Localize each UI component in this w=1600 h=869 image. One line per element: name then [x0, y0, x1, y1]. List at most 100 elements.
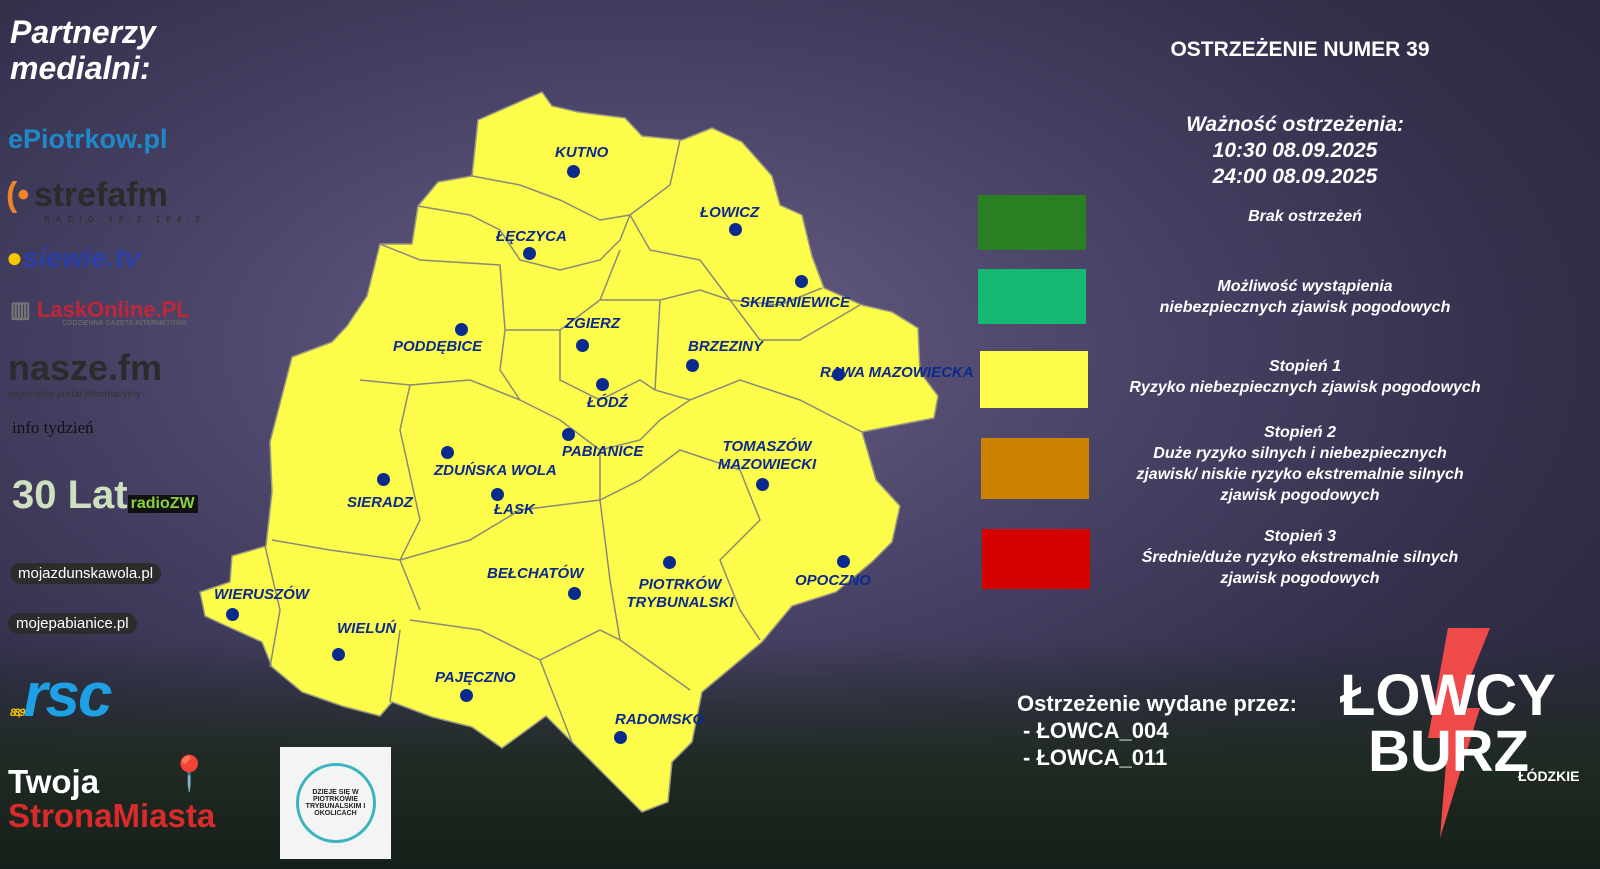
county-dot — [460, 689, 473, 702]
county-pabianice: PABIANICE — [562, 443, 644, 460]
legend-text-level1: Stopień 1 Ryzyko niebezpiecznych zjawisk … — [1090, 356, 1520, 398]
logo-siewie[interactable]: ●siewie.tv — [6, 242, 140, 274]
county-brzeziny: BRZEZINY — [688, 338, 763, 355]
county-dot — [491, 488, 504, 501]
logo-strefafm[interactable]: (• strefafm RADIO 98,2 104,2 — [6, 176, 206, 224]
brand-line1: ŁOWCY — [1340, 663, 1556, 728]
county-radomsko: RADOMSKO — [615, 711, 705, 728]
legend-text-level2: Stopień 2 Duże ryzyko silnych i niebezpie… — [1130, 422, 1470, 506]
partners-title-2: medialni: — [10, 50, 151, 86]
background-ground — [0, 639, 1600, 869]
county-dot — [837, 555, 850, 568]
validity-to: 24:00 08.09.2025 — [1212, 165, 1378, 188]
county-dot — [756, 478, 769, 491]
region-outline — [199, 91, 939, 813]
legend-swatch-level1 — [980, 351, 1088, 408]
county-lowicz: ŁOWICZ — [700, 204, 760, 221]
validity-from: 10:30 08.09.2025 — [1212, 139, 1378, 162]
county-dot — [576, 339, 589, 352]
county-dot — [455, 323, 468, 336]
logo-siewie-text: siewie.tv — [22, 242, 140, 273]
county-dot — [795, 275, 808, 288]
logo-naszefm-sub: regionalny portal informacyjny — [8, 389, 141, 400]
county-belchatow: BEŁCHATÓW — [487, 565, 584, 582]
county-dot — [441, 446, 454, 459]
issued-label: Ostrzeżenie wydane przez: — [1017, 691, 1297, 716]
logo-mojazdunskawola[interactable]: mojazdunskawola.pl — [10, 563, 162, 584]
county-dot — [729, 223, 742, 236]
county-lodz: ŁÓDŹ — [587, 394, 628, 411]
county-dot — [226, 608, 239, 621]
logo-tsm-line1: Twoja — [8, 763, 100, 800]
buildings-icon: ▥ — [10, 297, 37, 322]
county-dot — [832, 368, 845, 381]
legend-swatch-none — [978, 195, 1086, 250]
logo-radiozw-text: radioZW — [127, 495, 198, 513]
legend-desc: Średnie/duże ryzyko ekstremalnie silnych… — [1141, 549, 1459, 587]
logo-dziejesie[interactable]: DZIEJE SIĘ W PIOTRKOWIE TRYBUNALSKIM I O… — [280, 747, 391, 859]
logo-rsc-text: rsc — [23, 661, 112, 730]
logo-epiotrkow-text: ePiotrkow.pl — [8, 124, 168, 154]
county-dot — [523, 247, 536, 260]
logo-infotydzien-text: info tydzień — [12, 418, 94, 437]
legend-label: Stopień 3 — [1263, 528, 1336, 545]
logo-radiozw[interactable]: 30 Lat radioZW — [12, 473, 198, 518]
county-tomaszow: TOMASZÓW MAZOWIECKI — [717, 438, 817, 473]
logo-epiotrkow[interactable]: ePiotrkow.pl — [8, 124, 168, 155]
county-skierniewice: SKIERNIEWICE — [740, 294, 851, 311]
legend-desc: Duże ryzyko silnych i niebezpiecznych zj… — [1136, 445, 1464, 504]
county-dot — [332, 648, 345, 661]
county-kutno: KUTNO — [555, 144, 609, 161]
logo-dziejesie-text: DZIEJE SIĘ W PIOTRKOWIE TRYBUNALSKIM I O… — [295, 763, 376, 843]
logo-laskonline[interactable]: ▥ LaskOnline.PL CODZIENNA GAZETA INTERNET… — [10, 297, 190, 327]
logo-infotydzien[interactable]: info tydzień — [12, 418, 94, 438]
county-rawa: RAWA MAZOWIECKA — [820, 364, 974, 381]
warning-validity: Ważność ostrzeżenia: 10:30 08.09.2025 24… — [1120, 112, 1470, 190]
county-piotrkow: PIOTRKÓW TRYBUNALSKI — [626, 576, 734, 611]
issued-by: Ostrzeżenie wydane przez: - ŁOWCA_004 - … — [1017, 690, 1297, 771]
logo-rsc-freq: 88,9 — [10, 707, 25, 719]
county-poddebice: PODDĘBICE — [393, 338, 483, 355]
county-dot — [686, 359, 699, 372]
county-dot — [567, 165, 580, 178]
legend-label: Stopień 2 — [1263, 424, 1336, 441]
warning-title: OSTRZEŻENIE NUMER 39 — [1170, 38, 1430, 61]
logo-rsc[interactable]: 88,9rsc — [10, 660, 113, 731]
logo-naszefm[interactable]: nasze.fm regionalny portal informacyjny — [8, 347, 162, 400]
legend-desc: niebezpiecznych zjawisk pogodowych — [1159, 299, 1451, 316]
legend-text-level3: Stopień 3 Średnie/duże ryzyko ekstremalni… — [1120, 526, 1480, 589]
county-zgierz: ZGIERZ — [565, 315, 620, 332]
county-dot — [614, 731, 627, 744]
validity-label: Ważność ostrzeżenia: — [1186, 113, 1404, 136]
legend-swatch-level2 — [981, 438, 1089, 499]
county-opoczno: OPOCZNO — [795, 572, 871, 589]
legend-label: Brak ostrzeżeń — [1248, 208, 1362, 225]
legend-swatch-possible — [978, 269, 1086, 324]
logo-mojepabianice[interactable]: mojepabianice.pl — [8, 613, 137, 634]
county-wielun: WIELUŃ — [337, 620, 397, 637]
issuer-1: - ŁOWCA_004 — [1023, 718, 1169, 743]
county-leczyca: ŁĘCZYCA — [496, 228, 567, 245]
logo-twojastronamiasta[interactable]: Twoja StronaMiasta 📍 — [8, 757, 216, 834]
logo-tsm-line2: StronaMiasta — [8, 797, 216, 834]
legend-text-possible: Możliwość wystąpienia niebezpiecznych zja… — [1090, 276, 1520, 318]
legend-desc: Ryzyko niebezpiecznych zjawisk pogodowyc… — [1129, 379, 1481, 396]
county-wieruszow: WIERUSZÓW — [214, 586, 309, 603]
legend-label: Stopień 1 — [1268, 358, 1341, 375]
brand-line2: BURZ — [1368, 719, 1530, 784]
logo-laskonline-text: LaskOnline.PL — [36, 297, 190, 322]
county-borders — [264, 139, 863, 743]
county-dot — [562, 428, 575, 441]
logo-laskonline-sub: CODZIENNA GAZETA INTERNETOWA — [62, 320, 187, 327]
lodzkie-map — [199, 91, 939, 813]
lightning-icon — [1428, 628, 1490, 838]
logo-naszefm-text: nasze.fm — [8, 347, 163, 388]
logo-radiozw-30: 30 Lat — [12, 473, 128, 517]
issuer-2: - ŁOWCA_011 — [1023, 745, 1168, 770]
lowcy-burz-logo: ŁOWCY BURZ ŁÓDZKIE — [1340, 628, 1579, 838]
film-reel-icon: ● — [6, 242, 23, 273]
map-pin-icon: 📍 — [168, 755, 211, 793]
legend-label: Możliwość wystąpienia — [1217, 278, 1393, 295]
county-sieradz: SIERADZ — [347, 494, 413, 511]
county-dot — [663, 556, 676, 569]
